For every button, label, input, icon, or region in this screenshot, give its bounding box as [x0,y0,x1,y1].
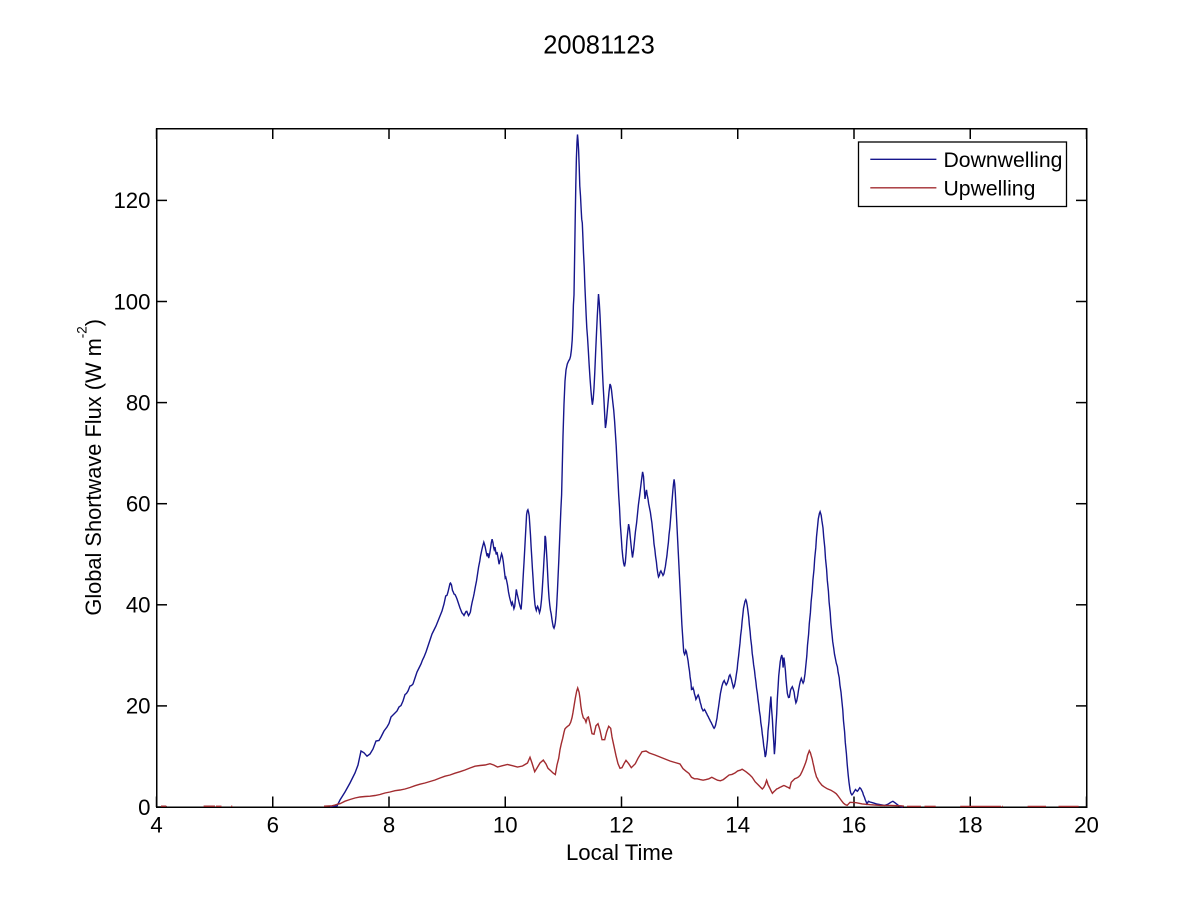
svg-text:20: 20 [126,694,151,719]
svg-text:6: 6 [267,813,279,838]
svg-text:16: 16 [842,813,867,838]
svg-text:10: 10 [493,813,518,838]
svg-text:20: 20 [1074,813,1099,838]
svg-text:0: 0 [138,795,150,820]
svg-text:20081123: 20081123 [543,32,655,60]
svg-text:40: 40 [126,593,151,618]
svg-text:14: 14 [725,813,750,838]
svg-text:80: 80 [126,390,151,415]
svg-text:120: 120 [113,188,150,213]
svg-text:4: 4 [150,813,162,838]
svg-text:12: 12 [609,813,634,838]
svg-text:Downwelling: Downwelling [944,149,1063,172]
svg-text:60: 60 [126,492,151,517]
svg-text:Upwelling: Upwelling [944,178,1036,201]
svg-text:18: 18 [958,813,983,838]
svg-text:100: 100 [113,289,150,314]
svg-text:8: 8 [383,813,395,838]
svg-text:Local Time: Local Time [566,840,673,865]
